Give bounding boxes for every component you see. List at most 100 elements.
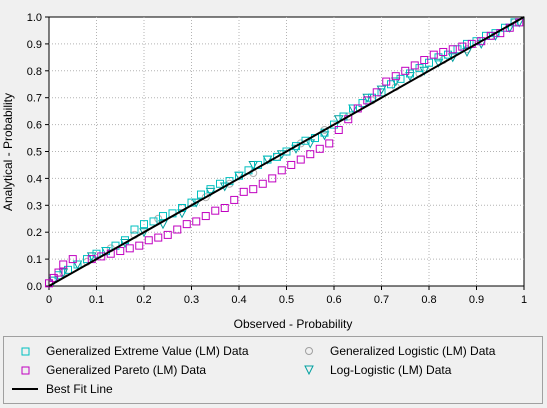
x-tick-label: 0.6 bbox=[326, 294, 341, 306]
data-point bbox=[205, 187, 216, 197]
data-point bbox=[429, 50, 438, 59]
y-tick-label: 0.8 bbox=[27, 66, 42, 78]
best-fit-line bbox=[48, 16, 525, 287]
y-tick-label: 0.7 bbox=[27, 93, 42, 105]
data-point bbox=[433, 58, 444, 68]
data-point bbox=[501, 23, 509, 32]
data-point bbox=[163, 230, 172, 239]
data-point bbox=[154, 233, 163, 242]
x-tick-label: 0.7 bbox=[374, 294, 389, 306]
data-point bbox=[415, 64, 424, 73]
data-point bbox=[405, 72, 415, 82]
data-point bbox=[396, 74, 405, 83]
data-point bbox=[48, 276, 59, 286]
data-point bbox=[349, 104, 357, 113]
data-point bbox=[59, 260, 68, 269]
data-point bbox=[273, 152, 281, 161]
data-point bbox=[149, 217, 158, 226]
data-point bbox=[230, 195, 239, 204]
y-axis-title: Analytical - Probability bbox=[1, 93, 15, 211]
data-point bbox=[296, 155, 305, 164]
y-tick-label: 0.5 bbox=[27, 147, 42, 159]
x-tick-label: 1 bbox=[521, 294, 527, 306]
legend-marker-circle-icon bbox=[294, 342, 324, 360]
legend-item-loglogistic: Log-Logistic (LM) Data bbox=[294, 361, 451, 379]
data-point bbox=[425, 58, 433, 67]
data-point bbox=[86, 252, 97, 262]
legend-marker-square-icon bbox=[10, 342, 40, 360]
y-tick-label: 0.3 bbox=[27, 200, 42, 212]
data-point bbox=[73, 260, 82, 269]
data-point bbox=[306, 150, 315, 159]
data-point bbox=[463, 39, 471, 48]
x-tick-label: 0.2 bbox=[136, 294, 151, 306]
data-point bbox=[144, 236, 153, 245]
legend-marker-line-icon bbox=[10, 380, 40, 398]
data-point bbox=[135, 241, 144, 250]
data-point bbox=[334, 125, 343, 134]
best-fit-layer bbox=[48, 16, 525, 287]
data-point bbox=[477, 37, 486, 46]
y-tick-label: 0.9 bbox=[27, 39, 42, 51]
data-point bbox=[301, 136, 310, 145]
data-point bbox=[491, 29, 500, 38]
data-point bbox=[448, 45, 457, 54]
data-point bbox=[92, 249, 101, 258]
data-point bbox=[387, 80, 395, 89]
data-point bbox=[330, 120, 338, 129]
x-tick-label: 0.9 bbox=[469, 294, 484, 306]
data-point bbox=[140, 220, 148, 229]
y-tick-label: 0.6 bbox=[27, 120, 42, 132]
data-point bbox=[159, 212, 167, 221]
data-point bbox=[154, 214, 163, 223]
data-point bbox=[239, 187, 248, 196]
probability-plot: 0 0.1 0.2 0.3 0.4 0.5 0.6 0.7 0.8 0.9 1 0.0 0.1 0.2 0.… bbox=[1, 12, 527, 331]
data-point bbox=[390, 77, 401, 87]
data-point bbox=[68, 255, 77, 264]
data-point bbox=[282, 147, 291, 156]
legend-item-gev: Generalized Extreme Value (LM) Data bbox=[10, 342, 249, 360]
legend-item-gpa: Generalized Pareto (LM) Data bbox=[10, 361, 206, 379]
data-point bbox=[287, 160, 296, 169]
data-point bbox=[325, 139, 334, 148]
legend-label: Generalized Logistic (LM) Data bbox=[330, 344, 496, 358]
legend-item-best-fit: Best Fit Line bbox=[10, 380, 113, 398]
data-point bbox=[372, 88, 381, 97]
data-point bbox=[391, 72, 400, 81]
legend-item-glo: Generalized Logistic (LM) Data bbox=[294, 342, 495, 360]
data-point bbox=[197, 190, 205, 199]
data-point bbox=[439, 47, 448, 56]
data-point bbox=[510, 18, 519, 27]
data-point bbox=[182, 220, 191, 229]
y-tick-label: 0.4 bbox=[27, 173, 42, 185]
data-point bbox=[434, 53, 443, 62]
data-point bbox=[458, 42, 467, 51]
data-point bbox=[358, 99, 367, 108]
data-point bbox=[268, 174, 277, 183]
data-point bbox=[64, 265, 72, 274]
data-point bbox=[362, 93, 373, 103]
data-point bbox=[201, 212, 210, 221]
data-point bbox=[486, 31, 495, 40]
data-point bbox=[401, 66, 410, 75]
x-tick-label: 0.3 bbox=[184, 294, 199, 306]
data-point bbox=[206, 185, 215, 194]
x-tick-label: 0.1 bbox=[89, 294, 104, 306]
data-point bbox=[315, 144, 324, 153]
y-tick-label: 0.0 bbox=[27, 281, 42, 293]
data-point bbox=[58, 268, 69, 278]
data-point bbox=[125, 244, 134, 253]
y-tick-label: 0.1 bbox=[27, 254, 42, 266]
data-point bbox=[192, 217, 201, 226]
legend-label: Generalized Pareto (LM) Data bbox=[46, 363, 207, 377]
data-point bbox=[216, 179, 224, 188]
data-point bbox=[249, 185, 258, 194]
data-point bbox=[292, 142, 300, 151]
x-tick-label: 0.8 bbox=[421, 294, 436, 306]
legend-label: Log-Logistic (LM) Data bbox=[330, 363, 452, 377]
data-point bbox=[130, 225, 139, 234]
legend-label: Best Fit Line bbox=[46, 382, 113, 396]
data-point bbox=[420, 56, 429, 65]
y-tick-label: 1.0 bbox=[27, 12, 42, 24]
data-point bbox=[201, 193, 210, 202]
